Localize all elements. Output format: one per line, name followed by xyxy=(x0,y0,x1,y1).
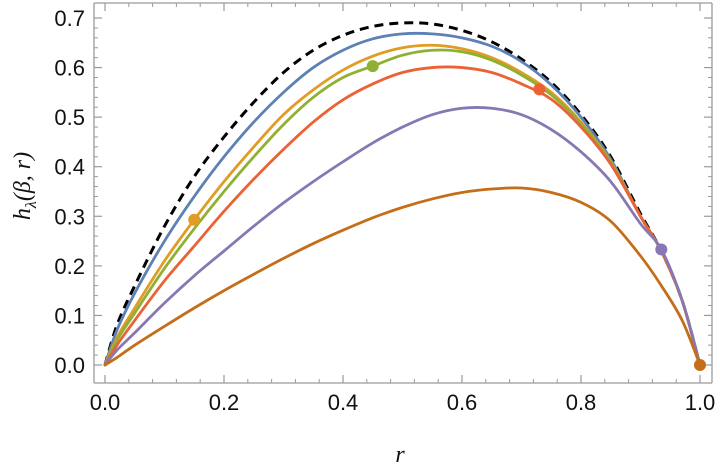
series-line-7 xyxy=(103,186,702,367)
y-axis-label-main: h xyxy=(10,208,36,220)
series-line-2 xyxy=(103,31,702,367)
x-tick-label: 0.4 xyxy=(328,390,359,415)
y-tick-label: 0.0 xyxy=(54,353,85,378)
series-line-5 xyxy=(103,65,702,367)
y-tick-label: 0.2 xyxy=(54,254,85,279)
x-tick-label: 0.6 xyxy=(447,390,478,415)
x-tick-label: 0.0 xyxy=(90,390,121,415)
x-tick-label: 0.8 xyxy=(566,390,597,415)
series-layer xyxy=(103,21,702,367)
y-tick-label: 0.4 xyxy=(54,155,85,180)
y-tick-label: 0.7 xyxy=(54,6,85,31)
series-marker-5 xyxy=(533,83,546,96)
plot-frame xyxy=(93,2,713,384)
y-tick-label: 0.3 xyxy=(54,204,85,229)
x-axis-ticks: 0.0 0.2 0.4 0.6 0.8 1.0 xyxy=(90,3,716,415)
series-marker-4 xyxy=(366,60,379,73)
marker-layer xyxy=(188,60,706,371)
y-axis-label-sub: λ xyxy=(23,201,40,209)
series-line-3 xyxy=(103,43,702,367)
x-tick-label: 0.2 xyxy=(209,390,240,415)
series-marker-7 xyxy=(694,359,706,371)
series-line-6 xyxy=(103,106,702,367)
series-marker-3 xyxy=(188,213,201,226)
y-tick-label: 0.1 xyxy=(54,303,85,328)
y-tick-label: 0.5 xyxy=(54,105,85,130)
y-axis-ticks: 0.0 0.1 0.2 0.3 0.4 0.5 0.6 0.7 xyxy=(54,6,712,378)
series-line-dashed xyxy=(103,21,702,366)
y-tick-label: 0.6 xyxy=(54,56,85,81)
series-marker-6 xyxy=(655,243,668,256)
y-axis-label: hλ(β, r) xyxy=(10,152,40,220)
x-tick-label: 1.0 xyxy=(685,390,716,415)
y-axis-label-args: (β, r) xyxy=(10,152,36,201)
x-axis-label: r xyxy=(395,442,405,468)
